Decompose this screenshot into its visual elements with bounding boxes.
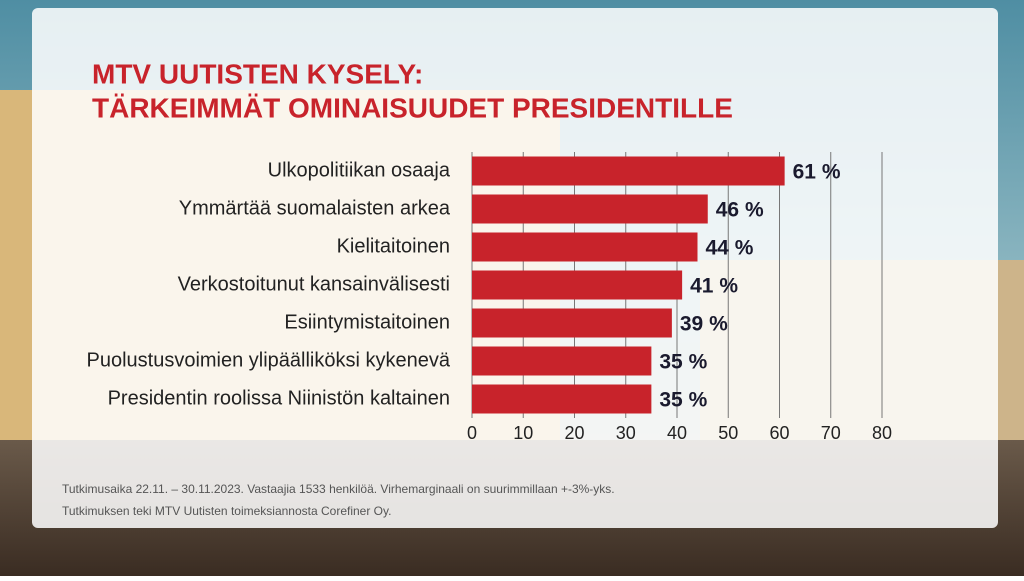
y-tick-label: Ymmärtää suomalaisten arkea [179, 197, 451, 219]
bar [472, 156, 785, 186]
footnote: Tutkimusaika 22.11. – 30.11.2023. Vastaa… [62, 482, 615, 496]
y-tick-label: Presidentin roolissa Niinistön kaltainen [108, 387, 450, 409]
bar [472, 384, 652, 414]
bar [472, 346, 652, 376]
y-tick-label: Ulkopolitiikan osaaja [268, 159, 451, 181]
y-tick-label: Esiintymistaitoinen [284, 311, 450, 333]
x-tick-label: 40 [667, 423, 687, 443]
value-label: 61 % [793, 161, 841, 184]
x-tick-label: 10 [513, 423, 533, 443]
x-tick-label: 80 [872, 423, 892, 443]
x-tick-label: 20 [564, 423, 584, 443]
value-label: 44 % [706, 237, 754, 260]
bar [472, 232, 698, 262]
value-label: 39 % [680, 313, 728, 336]
value-label: 35 % [659, 351, 707, 374]
x-tick-label: 30 [616, 423, 636, 443]
x-tick-label: 0 [467, 423, 477, 443]
panel [32, 8, 998, 528]
x-tick-label: 60 [769, 423, 789, 443]
x-tick-label: 70 [821, 423, 841, 443]
value-label: 41 % [690, 275, 738, 298]
footnote: Tutkimuksen teki MTV Uutisten toimeksian… [62, 504, 391, 518]
y-tick-label: Puolustusvoimien ylipäälliköksi kykenevä [86, 349, 450, 371]
x-tick-label: 50 [718, 423, 738, 443]
chart-title: TÄRKEIMMÄT OMINAISUUDET PRESIDENTILLE [92, 92, 733, 123]
bar [472, 308, 672, 338]
bar [472, 270, 683, 300]
bar [472, 194, 708, 224]
chart-title: MTV UUTISTEN KYSELY: [92, 58, 423, 89]
y-tick-label: Kielitaitoinen [337, 235, 450, 257]
y-tick-label: Verkostoitunut kansainvälisesti [178, 273, 450, 295]
value-label: 35 % [659, 389, 707, 412]
value-label: 46 % [716, 199, 764, 222]
